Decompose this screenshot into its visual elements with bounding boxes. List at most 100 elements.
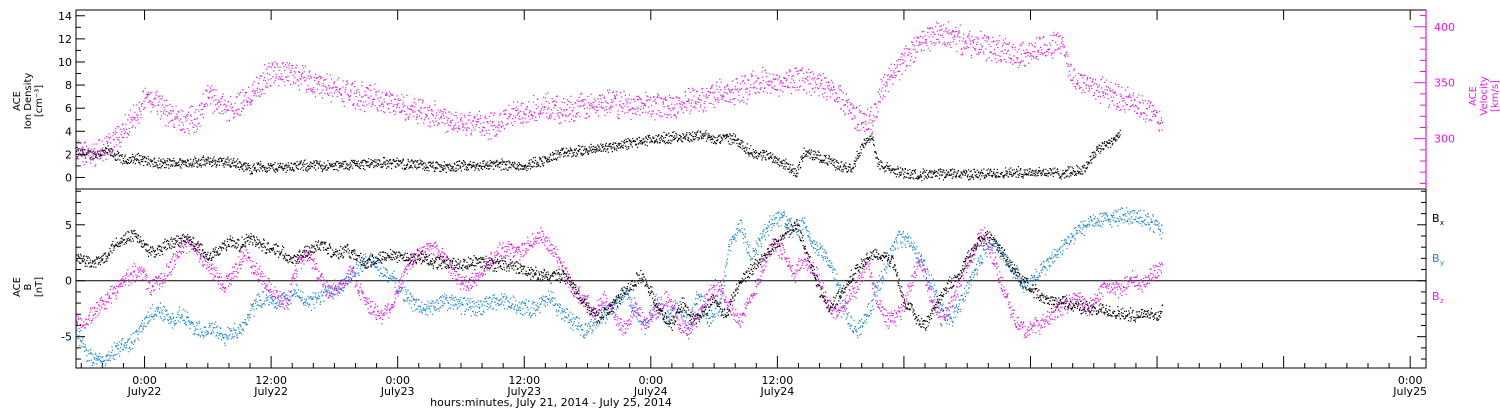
data-point [265,170,267,172]
data-point [455,123,457,125]
data-point [374,83,376,85]
data-point [468,119,470,121]
data-point [1004,42,1006,44]
data-point [81,148,83,150]
data-point [798,79,801,81]
data-point [245,100,247,102]
data-point [390,93,392,95]
data-point [439,116,441,118]
data-point [294,162,296,164]
data-point [797,166,799,168]
data-point [1038,167,1040,169]
data-point [699,131,701,133]
data-point [306,89,308,91]
data-point [527,121,529,123]
data-point [755,156,757,158]
data-point [505,161,507,163]
data-point [488,115,490,118]
data-point [164,109,166,111]
data-point [387,108,390,110]
data-point [431,110,433,112]
data-point [860,129,862,131]
data-point [936,30,938,32]
data-point [198,104,200,106]
data-point [1096,149,1099,151]
data-point [591,104,593,106]
data-point [907,173,909,175]
data-point [780,161,782,163]
data-point [136,160,138,162]
data-point [796,86,798,88]
data-point [1086,161,1088,163]
data-point [225,104,227,106]
data-point [1045,175,1048,177]
data-point [116,153,118,155]
data-point [698,137,700,139]
data-point [193,165,195,167]
data-point [821,93,823,95]
data-point [752,70,754,72]
data-point [527,168,529,170]
data-point [387,166,389,168]
data-point [578,96,580,98]
data-point [920,175,923,177]
data-point [884,166,886,168]
data-point [118,126,120,128]
data-point [1062,173,1064,175]
data-point [514,161,516,163]
data-point [920,48,922,51]
data-point [310,165,312,167]
data-point [338,77,340,79]
data-point [119,154,121,156]
data-point [470,166,472,168]
data-point [629,143,631,145]
data-point [865,144,867,146]
data-point [99,155,101,157]
data-point [155,92,157,94]
data-point [769,156,771,158]
data-point [209,90,211,92]
data-point [1045,168,1047,170]
data-point [300,74,303,76]
data-point [809,157,811,159]
data-point [470,132,472,134]
data-point [294,162,296,164]
data-point [725,85,727,87]
data-point [475,123,478,126]
data-point [1049,172,1051,174]
data-point [83,142,85,144]
data-point [353,162,356,165]
data-point [510,167,512,169]
data-point [1017,57,1019,59]
data-point [423,166,425,168]
data-point [772,159,775,161]
data-point [829,90,831,92]
data-point [195,161,198,164]
data-point [629,109,631,111]
data-point [205,103,207,105]
data-point [716,136,718,139]
data-point [896,168,898,170]
data-point [156,90,158,92]
data-point [226,110,228,112]
data-point [464,127,466,129]
data-point [444,167,446,169]
data-point [766,150,768,152]
data-point [221,159,223,161]
data-point [494,135,496,137]
data-point [617,118,620,120]
data-point [757,152,759,155]
data-point [98,153,100,155]
data-point [351,160,353,162]
data-point [856,126,858,128]
data-point [266,170,268,172]
data-point [946,169,948,172]
data-point [996,61,998,63]
data-point [1013,59,1015,61]
data-point [873,145,875,147]
data-point [426,116,428,118]
data-point [1084,171,1086,173]
data-point [676,103,678,105]
data-point [398,106,401,109]
data-point [456,165,458,167]
